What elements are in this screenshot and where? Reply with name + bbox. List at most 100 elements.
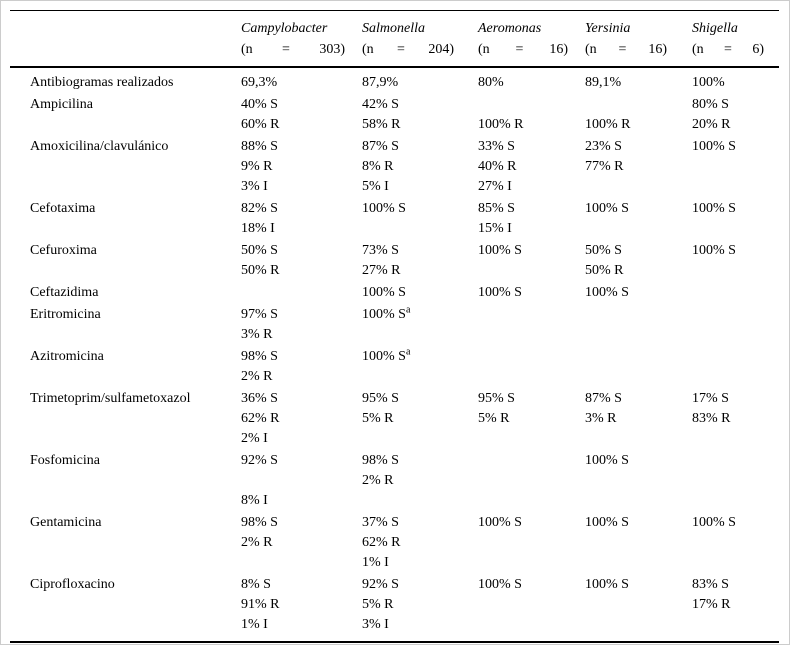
table-row: Antibiogramas realizados 69,3% 87,9% 80% 89,… xyxy=(10,73,779,93)
sample-size-token: 204) xyxy=(428,42,454,57)
cell-value: 100% xyxy=(692,75,725,90)
row-label: Ciprofloxacino xyxy=(30,577,115,592)
cell-value: 3% R xyxy=(585,411,617,426)
footnote-marker-a: a xyxy=(405,304,411,316)
cell-value: 95% S xyxy=(362,391,399,406)
table-row: Gentamicina 98% S 2% R 37% S 62% R 1% I 100% S… xyxy=(10,513,779,573)
cell-value: 100% R xyxy=(585,117,631,132)
sample-size: (n = 204) xyxy=(362,39,454,60)
cell-value: 98% S xyxy=(241,349,278,364)
sample-size-token: (n xyxy=(585,42,597,57)
cell-value: 82% S xyxy=(241,201,278,216)
cell-value: 77% R xyxy=(585,159,624,174)
cell-value: 15% I xyxy=(478,221,512,236)
table-cell: 92% S 5% R 3% I xyxy=(362,575,478,635)
sample-size-token: = xyxy=(515,42,524,57)
cell-value: 100% S xyxy=(692,201,736,216)
table-cell xyxy=(478,347,585,387)
table-cell: 42% S 58% R xyxy=(362,95,478,135)
cell-value: 100% S xyxy=(585,515,629,530)
row-label: Cefuroxima xyxy=(30,243,97,258)
cell-value: 8% I xyxy=(241,493,268,508)
cell-value: 100% S xyxy=(478,515,522,530)
antibiogram-table: Campylobacter (n = 303) Salmonella (n = 204) Aer… xyxy=(10,10,779,643)
cell-value: 87% S xyxy=(585,391,622,406)
sample-size-token: = xyxy=(618,42,627,57)
row-label: Trimetoprim/sulfametoxazol xyxy=(30,391,191,406)
table-cell: 100% xyxy=(692,73,779,93)
table-cell xyxy=(692,283,779,303)
row-label: Eritromicina xyxy=(30,307,101,322)
table-row: Ciprofloxacino 8% S 91% R 1% I 92% S 5% R 3% I… xyxy=(10,575,779,635)
cell-value: 97% S xyxy=(241,307,278,322)
cell-value: 100% S xyxy=(478,243,522,258)
cell-value: 50% R xyxy=(241,263,280,278)
cell-value: 3% I xyxy=(241,179,268,194)
table-row: Amoxicilina/clavulánico 88% S 9% R 3% I 87% … xyxy=(10,137,779,197)
table-cell: 100% S xyxy=(585,283,692,303)
cell-value: 40% S xyxy=(241,97,278,112)
table-row: Trimetoprim/sulfametoxazol 36% S 62% R 2% I… xyxy=(10,389,779,449)
sample-size-token: (n xyxy=(241,42,253,57)
table-cell: 100% S xyxy=(585,451,692,511)
cell-value: 100% S xyxy=(692,515,736,530)
cell-value: 17% R xyxy=(692,597,731,612)
row-label: Ceftazidima xyxy=(30,285,99,300)
cell-value: 80% xyxy=(478,75,504,90)
table-cell: 100% Sa xyxy=(362,305,478,345)
table-body: Antibiogramas realizados 69,3% 87,9% 80% 89,… xyxy=(10,68,779,641)
table-cell: 100% S xyxy=(478,283,585,303)
cell-value: 91% R xyxy=(241,597,280,612)
organism-name: Salmonella xyxy=(362,21,425,36)
cell-value: 92% S xyxy=(362,577,399,592)
row-label: Amoxicilina/clavulánico xyxy=(30,139,169,154)
cell-value: 40% R xyxy=(478,159,517,174)
cell-value: 100% S xyxy=(585,201,629,216)
table-cell xyxy=(692,451,779,511)
table-row: Eritromicina 97% S 3% R 100% Sa xyxy=(10,305,779,345)
table-cell: 8% S 91% R 1% I xyxy=(241,575,362,635)
table-cell: 100% S xyxy=(692,513,779,573)
organism-name: Shigella xyxy=(692,21,738,36)
table-cell: 100% S xyxy=(692,241,779,281)
column-header-salmonella: Salmonella (n = 204) xyxy=(362,18,478,60)
table-cell: 40% S 60% R xyxy=(241,95,362,135)
table-cell: 33% S 40% R 27% I xyxy=(478,137,585,197)
sample-size-token: 6) xyxy=(752,42,764,57)
table-cell: 100% S xyxy=(692,137,779,197)
table-cell: 100% R xyxy=(478,95,585,135)
table-cell: 50% S 50% R xyxy=(241,241,362,281)
sample-size-token: 16) xyxy=(549,42,568,57)
sample-size-token: = xyxy=(724,42,732,57)
cell-value: 100% S xyxy=(478,577,522,592)
table-cell: 87% S 8% R 5% I xyxy=(362,137,478,197)
table-cell: 82% S 18% I xyxy=(241,199,362,239)
column-header-campylobacter: Campylobacter (n = 303) xyxy=(241,18,362,60)
cell-value: 87,9% xyxy=(362,75,399,90)
cell-value: 100% S xyxy=(692,139,736,154)
sample-size: (n = 6) xyxy=(692,39,764,60)
table-cell xyxy=(478,305,585,345)
cell-value: 1% I xyxy=(362,555,389,570)
cell-value: 5% I xyxy=(362,179,389,194)
cell-value: 42% S xyxy=(362,97,399,112)
cell-value: 50% S xyxy=(241,243,278,258)
cell-value: 100% S xyxy=(585,453,629,468)
table-row: Cefuroxima 50% S 50% R 73% S 27% R 100% S 50% … xyxy=(10,241,779,281)
cell-value: 92% S xyxy=(241,453,278,468)
cell-value: 3% I xyxy=(362,617,389,632)
cell-value: 100% S xyxy=(362,285,406,300)
table-row: Cefotaxima 82% S 18% I 100% S 85% S 15% I 100%… xyxy=(10,199,779,239)
cell-value: 27% I xyxy=(478,179,512,194)
table-cell: 92% S 8% I xyxy=(241,451,362,511)
table-row: Azitromicina 98% S 2% R 100% Sa xyxy=(10,347,779,387)
cell-value: 100% S xyxy=(692,243,736,258)
cell-value: 87% S xyxy=(362,139,399,154)
cell-value xyxy=(585,95,692,115)
table-cell: 100% S xyxy=(478,575,585,635)
cell-value xyxy=(241,471,362,491)
table-cell: 37% S 62% R 1% I xyxy=(362,513,478,573)
table-cell: 69,3% xyxy=(241,73,362,93)
table-cell: 100% S xyxy=(478,513,585,573)
table-cell xyxy=(478,451,585,511)
